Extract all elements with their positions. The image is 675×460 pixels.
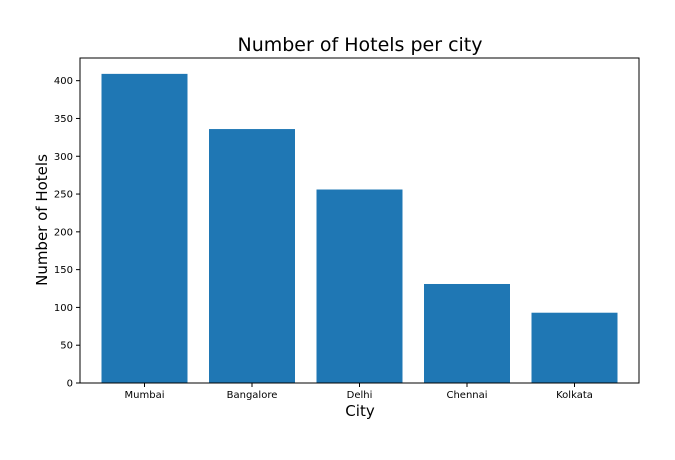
x-tick-label: Chennai <box>446 390 487 401</box>
y-tick-label: 400 <box>54 76 73 87</box>
x-tick-label: Bangalore <box>227 390 278 401</box>
bar-bangalore <box>209 129 295 383</box>
y-tick-label: 250 <box>54 190 73 201</box>
y-tick-label: 50 <box>60 341 73 352</box>
y-tick-label: 0 <box>67 379 73 390</box>
bar-mumbai <box>101 73 188 384</box>
y-tick-label: 100 <box>54 303 73 314</box>
x-tick-label: Delhi <box>347 390 373 401</box>
bar-kolkata <box>531 312 618 383</box>
chart-title: Number of Hotels per city <box>237 34 482 56</box>
y-axis: 0 50 100 150 200 250 300 350 400 <box>54 76 80 390</box>
y-axis-title: Number of Hotels <box>33 154 51 286</box>
y-tick-label: 200 <box>54 227 73 238</box>
bar-delhi <box>316 189 403 383</box>
y-tick-label: 350 <box>54 114 73 125</box>
x-axis: Mumbai Bangalore Delhi Chennai Kolkata <box>125 383 593 401</box>
y-tick-label: 150 <box>54 265 73 276</box>
x-tick-label: Kolkata <box>556 390 593 401</box>
y-tick-label: 300 <box>54 152 73 163</box>
bar-chennai <box>424 283 510 383</box>
bars-layer <box>101 73 618 384</box>
x-tick-label: Mumbai <box>125 390 165 401</box>
x-axis-title: City <box>345 402 375 420</box>
plot-area-frame <box>79 57 640 384</box>
